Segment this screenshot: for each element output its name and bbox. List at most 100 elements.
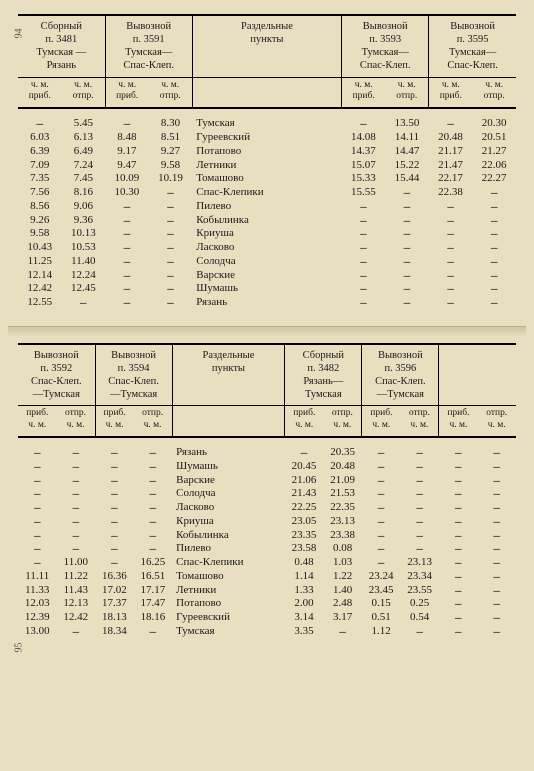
col-header-3: Сборныйп. 3482Рязань—Тумская — [285, 344, 362, 406]
sub-chm: ч. м.отпр. — [472, 77, 516, 108]
time-cell: 23.34 — [400, 570, 439, 584]
time-cell: — — [95, 487, 134, 501]
time-cell: — — [62, 296, 106, 310]
time-cell: — — [342, 241, 386, 255]
time-cell: — — [362, 556, 401, 570]
table-row: 10.4310.53——Ласково———— — [18, 241, 516, 255]
time-cell: 1.40 — [323, 584, 362, 598]
time-cell: 3.14 — [285, 611, 324, 625]
time-cell: — — [472, 214, 516, 228]
page-number-bottom: 95 — [14, 642, 25, 652]
time-cell: 9.17 — [105, 145, 149, 159]
time-cell: 17.37 — [95, 597, 134, 611]
station-cell: Ласково — [172, 501, 285, 515]
time-cell: 8.16 — [62, 186, 106, 200]
station-cell: Солодча — [172, 487, 285, 501]
time-cell: 12.03 — [18, 597, 57, 611]
time-cell: — — [134, 501, 173, 515]
table-row: —5.45—8.30Тумская—13.50—20.30 — [18, 117, 516, 131]
col-header-1: Вывознойп. 3594Спас-Клеп.—Тумская — [95, 344, 172, 406]
time-cell: 12.14 — [18, 269, 62, 283]
time-cell: 0.08 — [323, 542, 362, 556]
time-cell: 11.25 — [18, 255, 62, 269]
time-cell: 6.49 — [62, 145, 106, 159]
table-row: ————Шумашь20.4520.48———— — [18, 460, 516, 474]
time-cell: 12.55 — [18, 296, 62, 310]
time-cell: — — [57, 460, 96, 474]
time-cell: 9.58 — [149, 159, 193, 173]
time-cell: — — [472, 269, 516, 283]
time-cell: — — [477, 515, 516, 529]
timetable-top: Сборныйп. 3481Тумская —Рязань Вывознойп.… — [8, 8, 526, 322]
time-cell: 8.30 — [149, 117, 193, 131]
time-cell: — — [105, 200, 149, 214]
col-header-5 — [439, 344, 516, 406]
time-cell: — — [429, 214, 473, 228]
sub: приб.ч. м. — [285, 406, 324, 437]
station-cell: Ласково — [192, 241, 341, 255]
table-row: 7.357.4510.0910.19Томашово15.3315.4422.1… — [18, 172, 516, 186]
sub-blank — [172, 406, 285, 437]
time-cell: — — [439, 542, 478, 556]
time-cell: 14.47 — [385, 145, 429, 159]
time-cell: — — [429, 269, 473, 283]
time-cell: 20.48 — [429, 131, 473, 145]
sub: приб.ч. м. — [362, 406, 401, 437]
time-cell: 0.51 — [362, 611, 401, 625]
time-cell: 12.42 — [57, 611, 96, 625]
time-cell: 20.30 — [472, 117, 516, 131]
time-cell: — — [342, 255, 386, 269]
time-cell: — — [400, 474, 439, 488]
time-cell: — — [472, 255, 516, 269]
time-cell: 6.03 — [18, 131, 62, 145]
time-cell: 7.09 — [18, 159, 62, 173]
time-cell: — — [342, 296, 386, 310]
time-cell: — — [400, 487, 439, 501]
time-cell: — — [439, 501, 478, 515]
table-row: 11.2511.40——Солодча———— — [18, 255, 516, 269]
sub-chm: ч. м.приб. — [342, 77, 386, 108]
time-cell: 7.56 — [18, 186, 62, 200]
time-cell: — — [149, 255, 193, 269]
time-cell: — — [362, 501, 401, 515]
time-cell: — — [342, 269, 386, 283]
time-cell: 9.36 — [62, 214, 106, 228]
time-cell: — — [18, 474, 57, 488]
sub: отпр.ч. м. — [323, 406, 362, 437]
time-cell: 8.56 — [18, 200, 62, 214]
time-cell: — — [400, 542, 439, 556]
station-cell: Кобылинка — [172, 529, 285, 543]
table-row: 9.269.36——Кобылинка———— — [18, 214, 516, 228]
timetable-bottom-grid: Вывознойп. 3592Спас-Клеп.—Тумская Вывозн… — [18, 343, 516, 639]
sub: приб.ч. м. — [95, 406, 134, 437]
time-cell: — — [400, 625, 439, 639]
time-cell: — — [429, 241, 473, 255]
table-row: 6.396.499.179.27Потапово14.3714.4721.172… — [18, 145, 516, 159]
time-cell: — — [400, 460, 439, 474]
time-cell: — — [439, 515, 478, 529]
col-header-3: Вывознойп. 3593Тумская—Спас-Клеп. — [342, 15, 429, 77]
time-cell: — — [477, 501, 516, 515]
time-cell: — — [95, 460, 134, 474]
time-cell: — — [95, 542, 134, 556]
col-header-2: Раздельныепункты — [172, 344, 285, 406]
time-cell: — — [477, 556, 516, 570]
time-cell: — — [477, 446, 516, 460]
time-cell: — — [18, 117, 62, 131]
time-cell: — — [362, 474, 401, 488]
time-cell: — — [95, 515, 134, 529]
table-row: ————Кобылинка23.3523.38———— — [18, 529, 516, 543]
time-cell: — — [439, 597, 478, 611]
time-cell: — — [95, 529, 134, 543]
time-cell: — — [477, 460, 516, 474]
time-cell: 11.11 — [18, 570, 57, 584]
station-cell: Спас-Клепики — [192, 186, 341, 200]
table-row: ————Ласково22.2522.35———— — [18, 501, 516, 515]
time-cell: 22.17 — [429, 172, 473, 186]
station-cell: Пилево — [172, 542, 285, 556]
table-row: 12.0312.1317.3717.47Потапово2.002.480.15… — [18, 597, 516, 611]
time-cell: — — [477, 487, 516, 501]
time-cell: — — [18, 556, 57, 570]
time-cell: — — [477, 584, 516, 598]
time-cell: 11.00 — [57, 556, 96, 570]
